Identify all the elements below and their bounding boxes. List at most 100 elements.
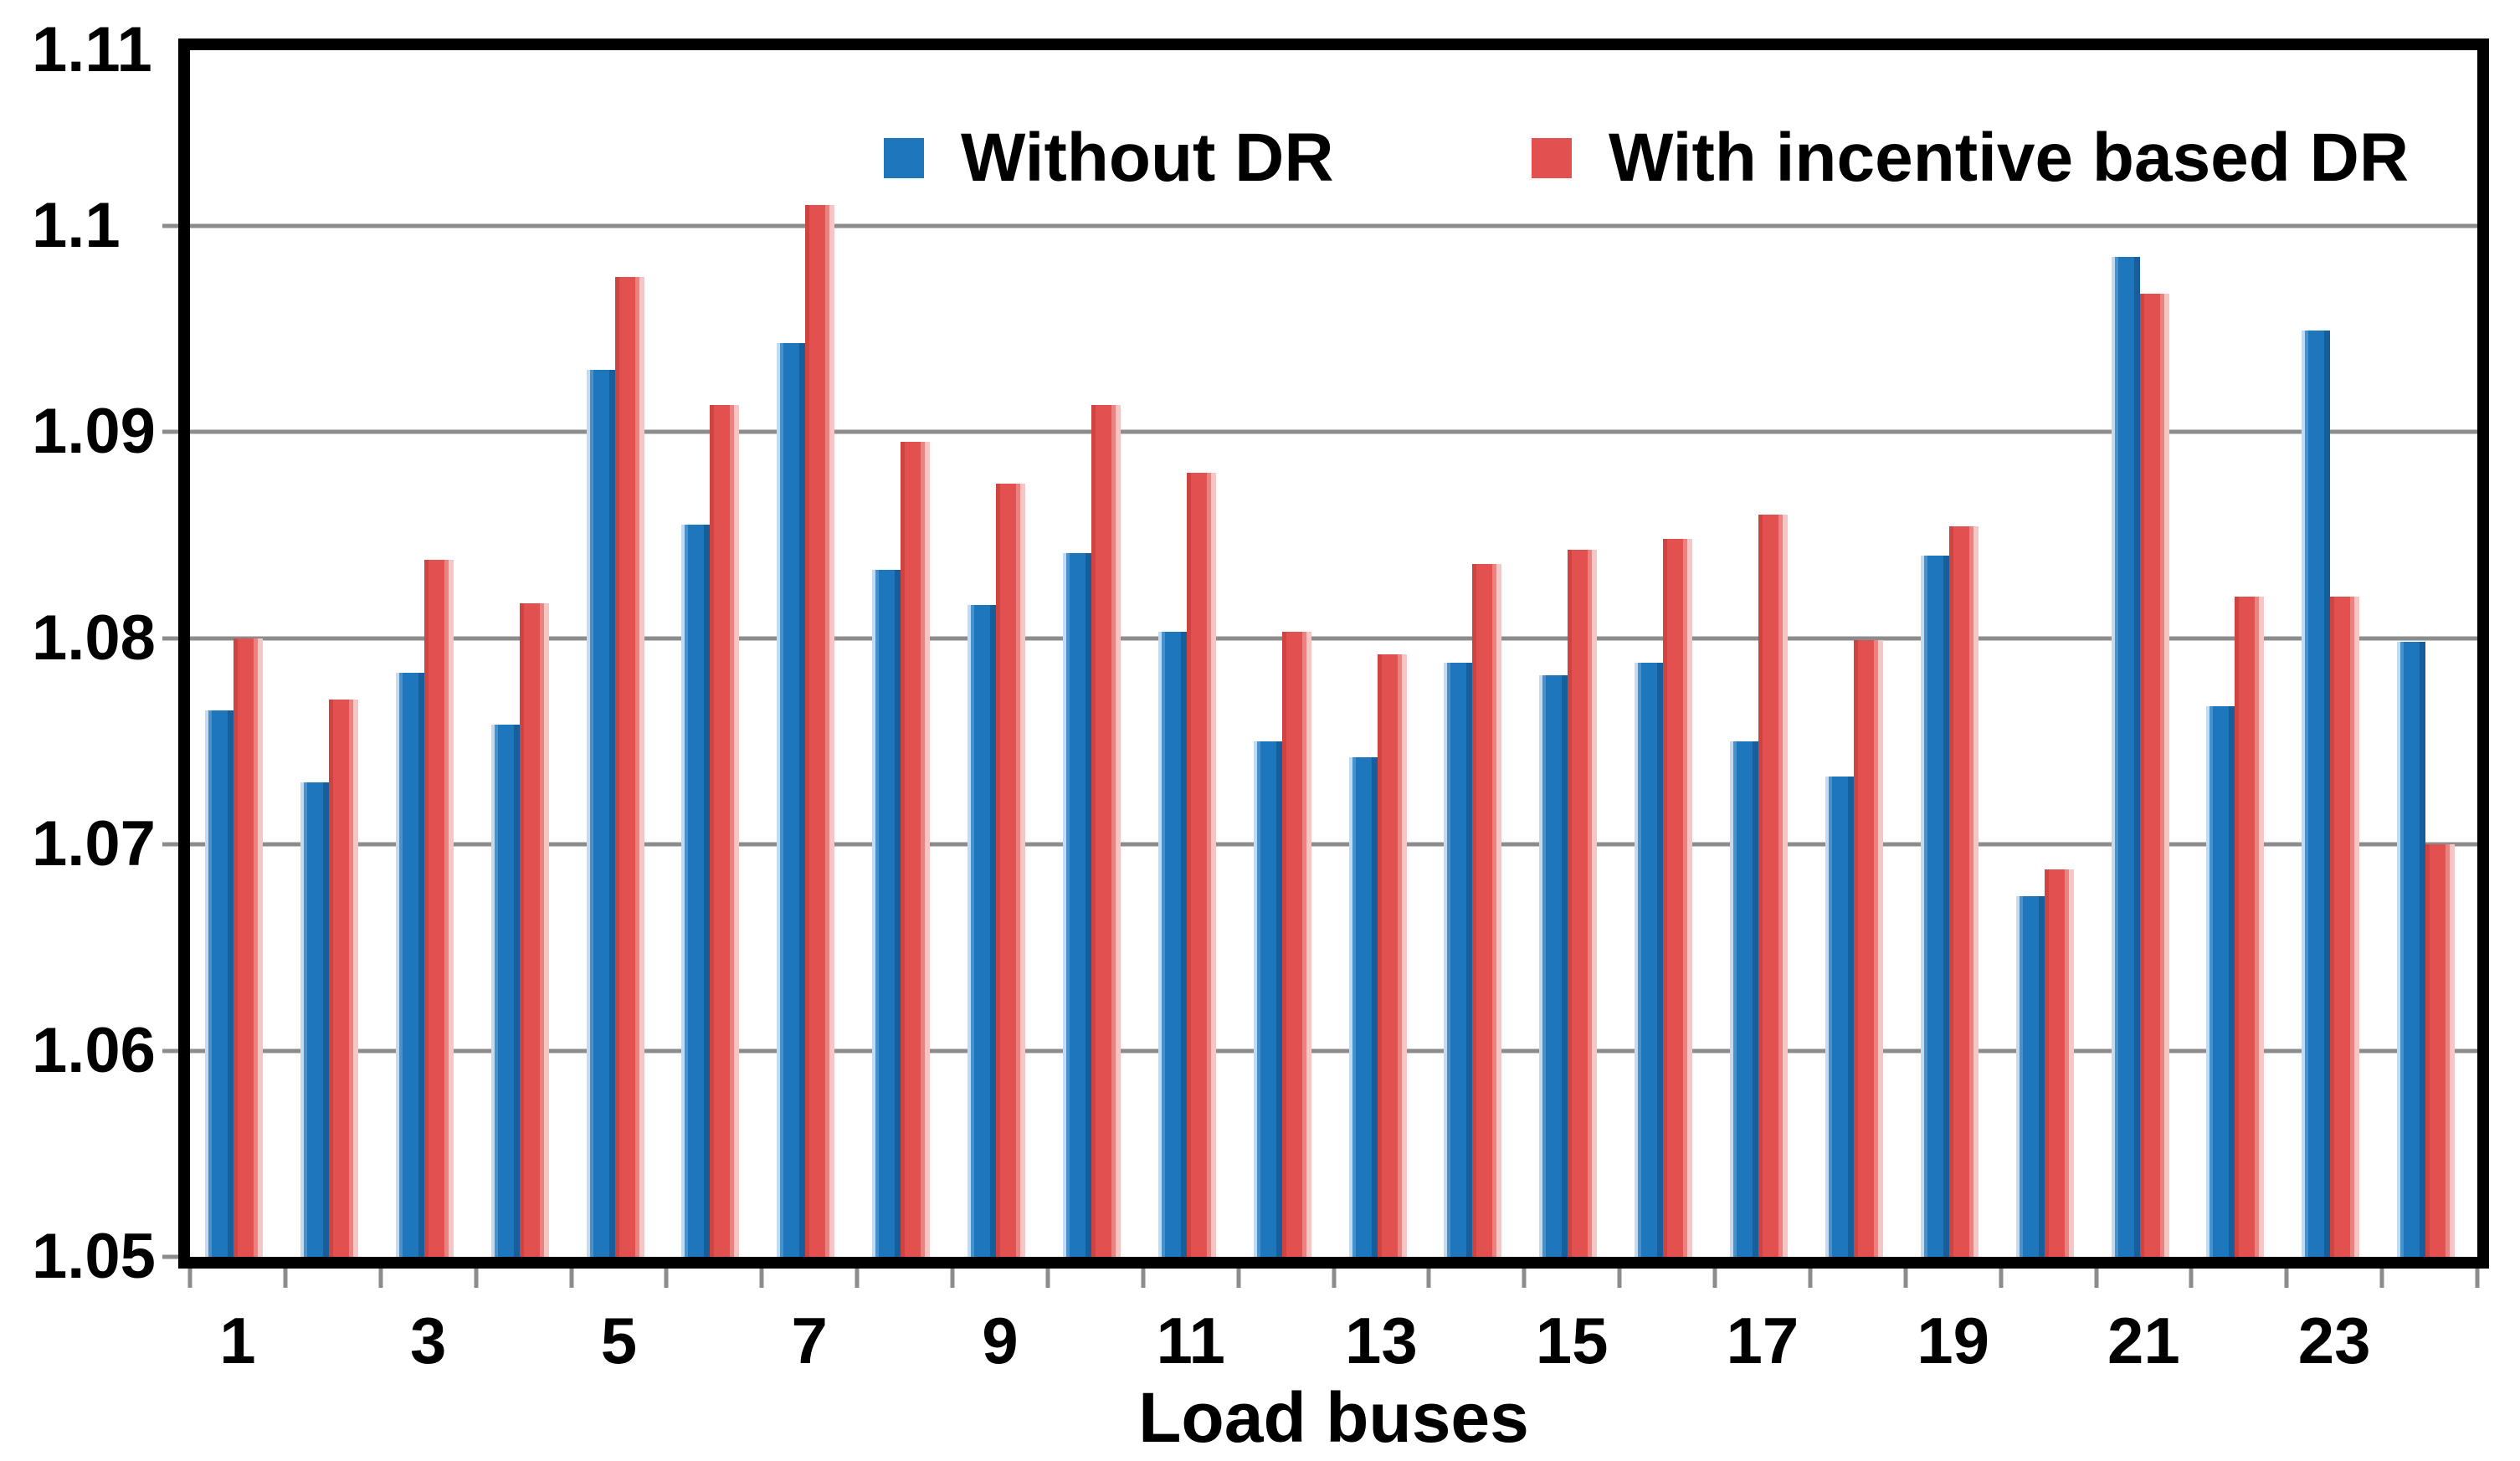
y-axis-label-1.05: 1.05 <box>32 1221 156 1292</box>
x-axis-label-11: 11 <box>1156 1304 1225 1377</box>
x-tick-9 <box>1045 1269 1050 1288</box>
bar-with-dr-bus-18 <box>1853 639 1883 1257</box>
bar-with-dr-bus-17 <box>1758 514 1788 1257</box>
bar-without-dr-bus-19 <box>1920 555 1949 1257</box>
bar-with-dr-bus-23 <box>2330 597 2360 1257</box>
bar-without-dr-bus-1 <box>205 710 234 1257</box>
bar-group-1 <box>190 50 285 1257</box>
y-axis-label-1.09: 1.09 <box>32 396 156 468</box>
x-tick-18 <box>1903 1269 1908 1288</box>
x-axis-label-19: 19 <box>1917 1304 1990 1377</box>
gridline-1.07 <box>190 842 2477 847</box>
x-tick-6 <box>759 1269 764 1288</box>
bar-group-16 <box>1619 50 1715 1257</box>
bar-group-20 <box>2001 50 2097 1257</box>
bar-group-21 <box>2097 50 2192 1257</box>
bar-without-dr-bus-20 <box>2015 895 2045 1257</box>
bar-group-10 <box>1048 50 1143 1257</box>
bar-with-dr-bus-8 <box>901 442 931 1257</box>
x-tick-17 <box>1808 1269 1813 1288</box>
x-axis-label-1: 1 <box>219 1304 256 1377</box>
legend-swatch-without-dr <box>884 138 924 178</box>
x-tick-21 <box>2189 1269 2194 1288</box>
y-axis-label-1.08: 1.08 <box>32 602 156 674</box>
bar-with-dr-bus-5 <box>614 277 644 1257</box>
x-tick-2 <box>378 1269 383 1288</box>
bar-group-11 <box>1143 50 1239 1257</box>
bar-with-dr-bus-24 <box>2425 844 2456 1257</box>
bar-without-dr-bus-5 <box>586 370 615 1257</box>
bar-with-dr-bus-1 <box>234 638 263 1257</box>
bar-without-dr-bus-6 <box>681 524 711 1257</box>
x-tick-13 <box>1426 1269 1431 1288</box>
x-tick-24 <box>2475 1269 2480 1288</box>
bar-with-dr-bus-22 <box>2235 597 2265 1257</box>
gridline-1.06 <box>190 1048 2477 1053</box>
bar-groups <box>190 50 2477 1257</box>
bar-without-dr-bus-8 <box>872 570 901 1257</box>
x-tick-23 <box>2379 1269 2384 1288</box>
x-tick-3 <box>474 1269 479 1288</box>
bar-group-23 <box>2286 50 2382 1257</box>
x-axis-label-7: 7 <box>791 1304 828 1377</box>
bar-without-dr-bus-18 <box>1825 776 1854 1257</box>
gridline-1.08 <box>190 636 2477 641</box>
bar-with-dr-bus-12 <box>1281 632 1311 1257</box>
legend-label-with-dr: With incentive based DR <box>1609 120 2410 196</box>
bar-without-dr-bus-23 <box>2302 331 2331 1257</box>
legend-item-with-dr: With incentive based DR <box>1532 124 2409 192</box>
x-axis-label-23: 23 <box>2297 1304 2371 1377</box>
x-axis-ticks <box>187 1269 2480 1288</box>
x-axis-label-21: 21 <box>2107 1304 2180 1377</box>
bar-with-dr-bus-21 <box>2139 293 2169 1257</box>
bar-group-13 <box>1334 50 1429 1257</box>
x-axis-label-3: 3 <box>409 1304 447 1377</box>
bar-with-dr-bus-11 <box>1186 473 1216 1257</box>
gridlines <box>190 50 2477 1257</box>
bar-group-18 <box>1810 50 1906 1257</box>
bar-group-5 <box>572 50 667 1257</box>
x-tick-14 <box>1522 1269 1527 1288</box>
bar-group-6 <box>666 50 762 1257</box>
bar-with-dr-bus-16 <box>1663 539 1693 1257</box>
gridline-1.09 <box>190 429 2477 434</box>
x-tick-5 <box>664 1269 669 1288</box>
bar-with-dr-bus-20 <box>2044 869 2074 1257</box>
bar-without-dr-bus-10 <box>1062 553 1091 1257</box>
bar-with-dr-bus-9 <box>996 483 1025 1257</box>
y-tick-1.08 <box>162 636 178 640</box>
x-axis-label-5: 5 <box>600 1304 638 1377</box>
x-tick-10 <box>1141 1269 1146 1288</box>
bar-without-dr-bus-17 <box>1730 741 1758 1257</box>
x-tick-16 <box>1712 1269 1717 1288</box>
bar-group-15 <box>1524 50 1619 1257</box>
legend-item-without-dr: Without DR <box>884 124 1334 192</box>
plot-area: Without DR With incentive based DR <box>178 38 2489 1269</box>
bar-group-12 <box>1239 50 1334 1257</box>
x-tick-7 <box>855 1269 860 1288</box>
bar-without-dr-bus-13 <box>1348 757 1378 1257</box>
bar-with-dr-bus-13 <box>1377 654 1407 1257</box>
bar-without-dr-bus-14 <box>1444 663 1473 1257</box>
bar-group-14 <box>1429 50 1524 1257</box>
bar-without-dr-bus-3 <box>395 673 424 1257</box>
bar-group-9 <box>952 50 1048 1257</box>
bar-without-dr-bus-4 <box>490 725 520 1257</box>
bar-with-dr-bus-7 <box>805 204 835 1257</box>
y-axis-ticks <box>162 50 178 1259</box>
x-axis-label-17: 17 <box>1726 1304 1799 1377</box>
x-tick-12 <box>1332 1269 1336 1288</box>
y-tick-1.06 <box>162 1048 178 1053</box>
x-tick-1 <box>283 1269 288 1288</box>
bar-group-17 <box>1715 50 1810 1257</box>
bar-group-7 <box>762 50 857 1257</box>
x-tick-8 <box>950 1269 955 1288</box>
y-tick-1.05 <box>162 1254 178 1259</box>
bar-without-dr-bus-22 <box>2206 705 2235 1257</box>
bar-group-3 <box>381 50 476 1257</box>
legend-label-without-dr: Without DR <box>961 120 1334 196</box>
bar-without-dr-bus-7 <box>777 343 806 1257</box>
bar-with-dr-bus-3 <box>423 559 454 1257</box>
bar-without-dr-bus-11 <box>1157 632 1187 1257</box>
